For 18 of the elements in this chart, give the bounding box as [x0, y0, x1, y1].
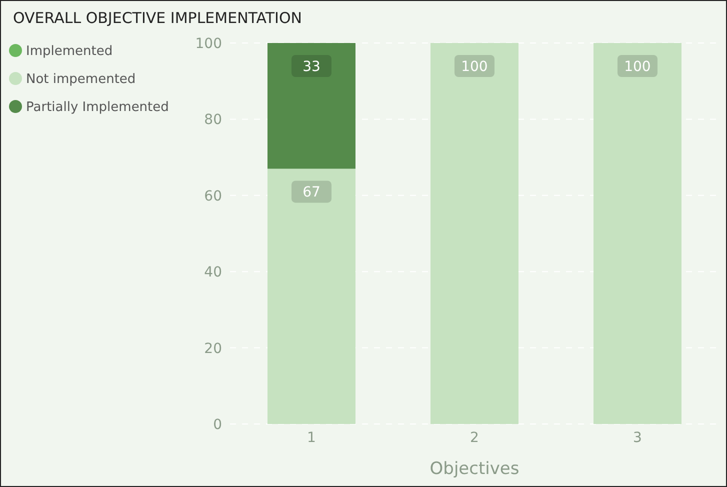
y-tick-label: 40 [204, 264, 222, 281]
data-label: 67 [302, 184, 320, 201]
legend-label: Partially Implemented [26, 100, 169, 115]
y-tick-label: 20 [204, 340, 222, 357]
y-tick-label: 100 [195, 36, 222, 52]
data-label: 33 [302, 58, 320, 75]
data-label: 100 [624, 58, 651, 75]
x-tick-label: 3 [633, 430, 642, 446]
x-axis-title: Objectives [430, 459, 520, 479]
y-tick-label: 0 [213, 416, 222, 433]
x-tick-label: 1 [307, 430, 316, 446]
legend-label: Not impemented [26, 72, 136, 87]
legend-label: Implemented [26, 44, 113, 59]
chart-title: OVERALL OBJECTIVE IMPLEMENTATION [13, 9, 302, 27]
data-label: 100 [461, 58, 488, 75]
y-tick-label: 60 [204, 188, 222, 204]
x-tick-label: 2 [470, 430, 479, 446]
y-tick-label: 80 [204, 112, 222, 128]
